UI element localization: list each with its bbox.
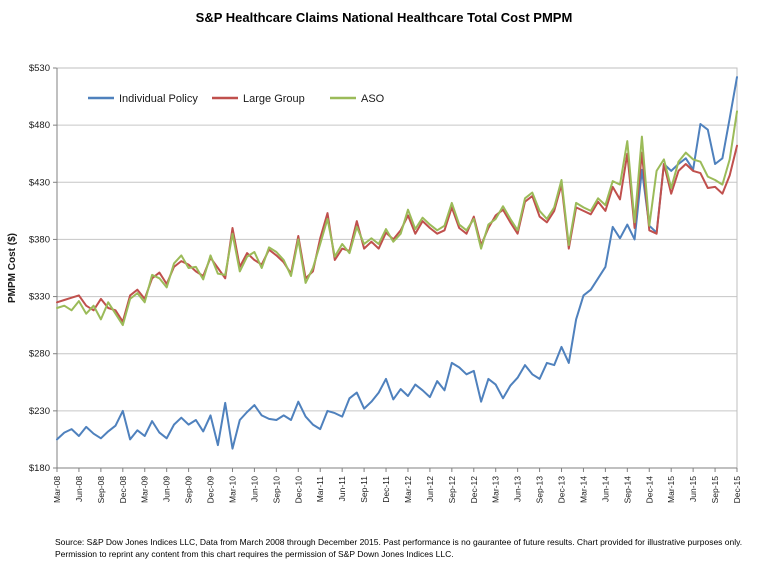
y-axis-title: PMPM Cost ($)	[7, 233, 18, 303]
y-tick-label: $480	[29, 120, 50, 131]
y-tick-label: $380	[29, 234, 50, 245]
x-tick-label: Mar-08	[52, 476, 62, 503]
x-tick-label: Dec-13	[557, 476, 567, 504]
x-tick-label: Jun-08	[74, 476, 84, 502]
x-tick-label: Dec-10	[293, 476, 303, 504]
x-tick-label: Mar-09	[140, 476, 150, 503]
x-tick-label: Sep-12	[447, 476, 457, 504]
y-axis-tick-labels: $180 $230 $280 $330 $380 $430 $480 $530	[29, 63, 57, 474]
x-tick-label: Sep-09	[184, 476, 194, 504]
source-line-1: Source: S&P Dow Jones Indices LLC, Data …	[55, 537, 743, 547]
x-tick-label: Dec-15	[732, 476, 742, 504]
y-tick-label: $230	[29, 406, 50, 417]
gridlines	[57, 67, 737, 469]
x-axis-tick-labels: Mar-08 Jun-08 Sep-08 Dec-08 Mar-09 Jun-09 Sep-…	[52, 468, 742, 503]
x-tick-label: Sep-13	[535, 476, 545, 504]
x-tick-label: Sep-15	[710, 476, 720, 504]
x-tick-label: Jun-12	[425, 476, 435, 502]
legend-label-aso: ASO	[361, 93, 385, 105]
source-line-2: Permission to reprint any content from t…	[55, 549, 454, 560]
x-tick-label: Dec-11	[381, 476, 391, 503]
y-tick-label: $280	[29, 349, 50, 360]
plot-border	[56, 67, 738, 469]
series-line-aso	[56, 110, 738, 327]
x-tick-label: Jun-13	[513, 476, 523, 502]
x-tick-label: Dec-08	[118, 476, 128, 504]
y-tick-label: $330	[29, 292, 50, 303]
x-tick-label: Jun-09	[162, 476, 172, 502]
line-chart: $180 $230 $280 $330 $380 $430 $480 $530 Mar-08 Ju…	[7, 63, 742, 503]
x-tick-label: Sep-11	[359, 476, 369, 503]
x-tick-label: Jun-10	[249, 476, 259, 502]
legend-label-large-group: Large Group	[243, 93, 305, 105]
x-tick-label: Mar-13	[491, 476, 501, 503]
x-tick-label: Mar-11	[315, 476, 325, 503]
x-tick-label: Mar-14	[578, 476, 588, 503]
legend-label-individual-policy: Individual Policy	[119, 93, 198, 105]
x-tick-label: Sep-14	[622, 476, 632, 504]
x-tick-label: Sep-08	[96, 476, 106, 504]
y-tick-label: $530	[29, 63, 50, 74]
chart-title: S&P Healthcare Claims National Healthcar…	[195, 10, 573, 25]
x-tick-label: Jun-14	[600, 476, 610, 502]
x-tick-label: Sep-10	[271, 476, 281, 504]
y-tick-label: $180	[29, 463, 50, 474]
x-tick-label: Dec-12	[469, 476, 479, 504]
x-tick-label: Mar-10	[227, 476, 237, 503]
x-tick-label: Jun-11	[337, 476, 347, 502]
source-note: Source: S&P Dow Jones Indices LLC, Data …	[55, 536, 745, 561]
x-tick-label: Dec-09	[206, 476, 216, 504]
x-tick-label: Mar-12	[403, 476, 413, 503]
x-tick-label: Dec-14	[644, 476, 654, 504]
series-line-individual-policy	[56, 76, 738, 450]
legend: Individual Policy Large Group ASO	[88, 93, 385, 105]
x-tick-label: Jun-15	[688, 476, 698, 502]
y-tick-label: $430	[29, 177, 50, 188]
x-tick-label: Mar-15	[666, 476, 676, 503]
